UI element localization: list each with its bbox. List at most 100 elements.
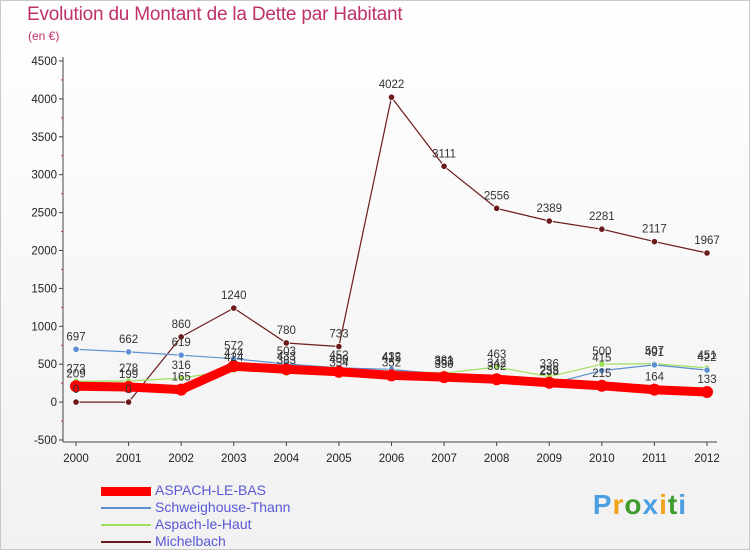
data-label: 383	[277, 355, 296, 367]
legend-label: ASPACH-LE-BAS	[155, 482, 266, 498]
data-point	[280, 363, 293, 376]
data-label: 354	[329, 357, 349, 369]
data-point	[703, 366, 711, 374]
data-point	[493, 363, 501, 371]
x-tick-label: 2003	[221, 453, 247, 465]
legend-swatch	[101, 486, 151, 496]
data-point	[648, 383, 661, 396]
data-point	[598, 225, 606, 233]
data-label: 474	[224, 348, 244, 360]
data-label: 302	[487, 361, 506, 373]
y-tick-label: 3000	[31, 170, 57, 182]
data-label: 452	[329, 350, 348, 362]
data-point	[177, 351, 185, 359]
data-point	[122, 381, 135, 394]
y-tick-label: 3500	[31, 132, 57, 144]
data-point	[490, 373, 503, 386]
data-label: 316	[172, 360, 191, 372]
data-label: 4022	[379, 79, 405, 91]
x-tick-label: 2004	[274, 453, 300, 465]
legend-swatch	[101, 541, 151, 543]
data-label: 336	[540, 359, 559, 371]
x-tick-label: 2007	[431, 453, 457, 465]
y-tick-label: 1500	[31, 283, 57, 295]
data-point	[282, 339, 290, 347]
data-label: 209	[66, 368, 85, 380]
data-label: 165	[172, 372, 191, 384]
y-tick-label: 4500	[31, 56, 57, 68]
data-label: 507	[645, 346, 664, 358]
data-point	[598, 367, 606, 375]
data-point	[72, 345, 80, 353]
data-label: 164	[645, 372, 665, 384]
data-point	[124, 398, 133, 406]
data-label: 1240	[221, 290, 247, 302]
legend-label: Aspach-le-Haut	[155, 516, 252, 532]
data-point	[650, 238, 659, 246]
y-tick-label: -500	[34, 435, 57, 447]
data-label: 3111	[432, 148, 456, 160]
x-tick-label: 2001	[116, 453, 142, 465]
x-tick-label: 2011	[642, 453, 667, 465]
x-tick-label: 2008	[484, 453, 510, 465]
data-point	[701, 386, 713, 399]
data-label: 463	[487, 349, 506, 361]
data-label: 352	[382, 357, 401, 369]
data-point	[177, 333, 185, 341]
x-tick-label: 2006	[379, 453, 405, 465]
y-tick-label: 1000	[31, 321, 57, 333]
legend-swatch	[101, 524, 151, 526]
data-point	[70, 380, 82, 393]
brand-logo: Proxiti	[592, 489, 687, 520]
data-label: 433	[277, 351, 296, 363]
data-label: 697	[66, 331, 85, 343]
data-point	[703, 249, 711, 257]
x-tick-label: 2012	[694, 453, 720, 465]
data-point	[438, 371, 451, 384]
data-point	[177, 374, 185, 382]
data-point	[595, 379, 608, 392]
data-label: 381	[434, 355, 453, 367]
data-label: 1967	[694, 235, 720, 247]
data-label: 662	[119, 334, 138, 346]
data-point	[72, 398, 80, 406]
data-label: 238	[540, 366, 559, 378]
data-label: 415	[592, 353, 611, 365]
data-label: 432	[382, 351, 401, 363]
data-label: 422	[697, 352, 716, 364]
data-label: 2556	[484, 190, 510, 202]
data-label: 0	[73, 384, 79, 396]
data-label: 0	[125, 384, 131, 396]
data-point	[385, 369, 398, 382]
data-label: 619	[172, 337, 191, 349]
data-point	[335, 342, 343, 351]
chart-unit: (en €)	[28, 29, 60, 43]
data-point	[493, 204, 501, 212]
data-label: 451	[697, 350, 716, 362]
legend-swatch	[101, 507, 151, 509]
data-label: 2117	[642, 224, 667, 236]
x-tick-label: 2005	[326, 453, 352, 465]
data-label: 199	[119, 369, 138, 381]
legend-label: Schweighouse-Thann	[155, 499, 291, 515]
legend-label: Michelbach	[155, 533, 226, 549]
data-point	[227, 360, 240, 373]
y-tick-label: 0	[51, 397, 57, 409]
data-label: 342	[487, 358, 506, 370]
x-tick-label: 2002	[168, 453, 194, 465]
data-point	[230, 304, 238, 312]
data-label: 415	[382, 353, 401, 365]
data-label: 215	[592, 368, 611, 380]
data-label: 860	[172, 319, 191, 331]
data-point	[124, 348, 133, 356]
data-point	[332, 365, 345, 378]
x-tick-label: 2009	[536, 453, 562, 465]
data-point	[650, 361, 659, 369]
y-tick-label: 2000	[31, 246, 57, 258]
data-label: 780	[277, 325, 296, 337]
data-label: 400	[329, 354, 348, 366]
chart-title: Evolution du Montant de la Dette par Hab…	[27, 4, 403, 25]
data-label: 424	[224, 352, 244, 364]
data-label: 500	[592, 346, 611, 358]
